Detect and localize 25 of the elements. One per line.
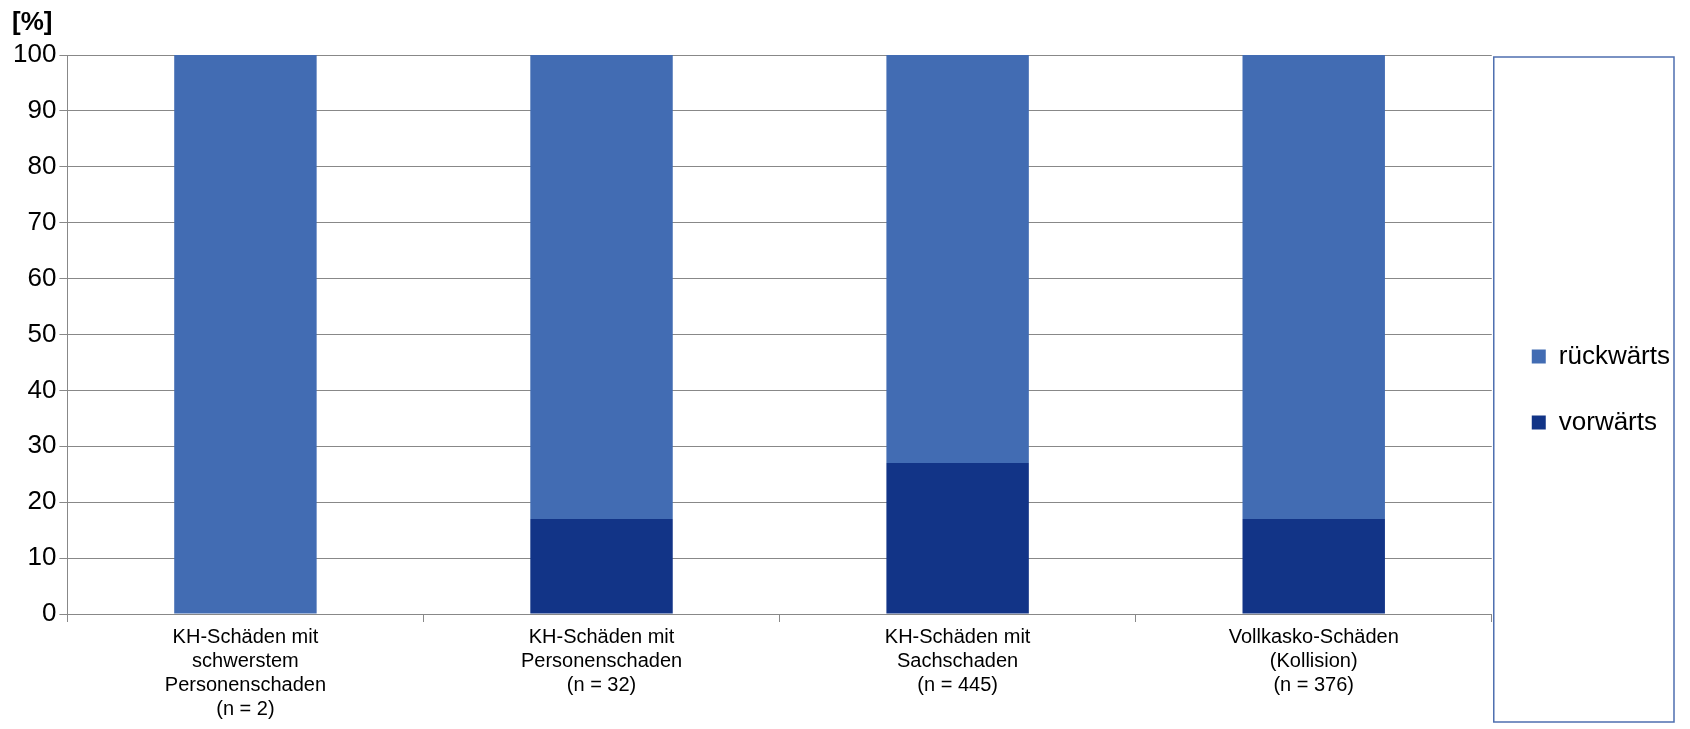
y-axis-title: [%] [12,6,53,37]
y-tick-label: 40 [27,373,57,404]
x-tick-label: Vollkasko-Schäden (Kollision) (n = 376) [1228,624,1399,695]
y-tick-label: 30 [27,429,57,460]
y-tick-label: 90 [27,94,57,125]
x-tick-label: KH-Schäden mit Sachschaden (n = 445) [884,624,1031,695]
y-tick-label: 100 [12,38,57,69]
legend-label: vorwärts [1558,405,1658,436]
bar [174,55,317,614]
bar [886,463,1029,614]
x-tick-label: KH-Schäden mit schwerstem Personenschaden (n = 2) [164,624,327,719]
x-tick-label: KH-Schäden mit Personenschaden (n = 32) [520,624,683,695]
legend-label: rückwärts [1558,339,1671,370]
y-tick-label: 20 [27,485,57,516]
y-tick-label: 60 [27,261,57,292]
bar [530,55,673,519]
y-tick-label: 70 [27,205,57,236]
y-tick-label: 80 [27,149,57,180]
bar [1242,518,1385,614]
bar [1242,55,1385,519]
y-tick-label: 50 [27,317,57,348]
bar [886,55,1029,464]
bar [530,518,673,614]
y-tick-label: 10 [27,541,57,572]
y-tick-label: 0 [41,597,57,628]
